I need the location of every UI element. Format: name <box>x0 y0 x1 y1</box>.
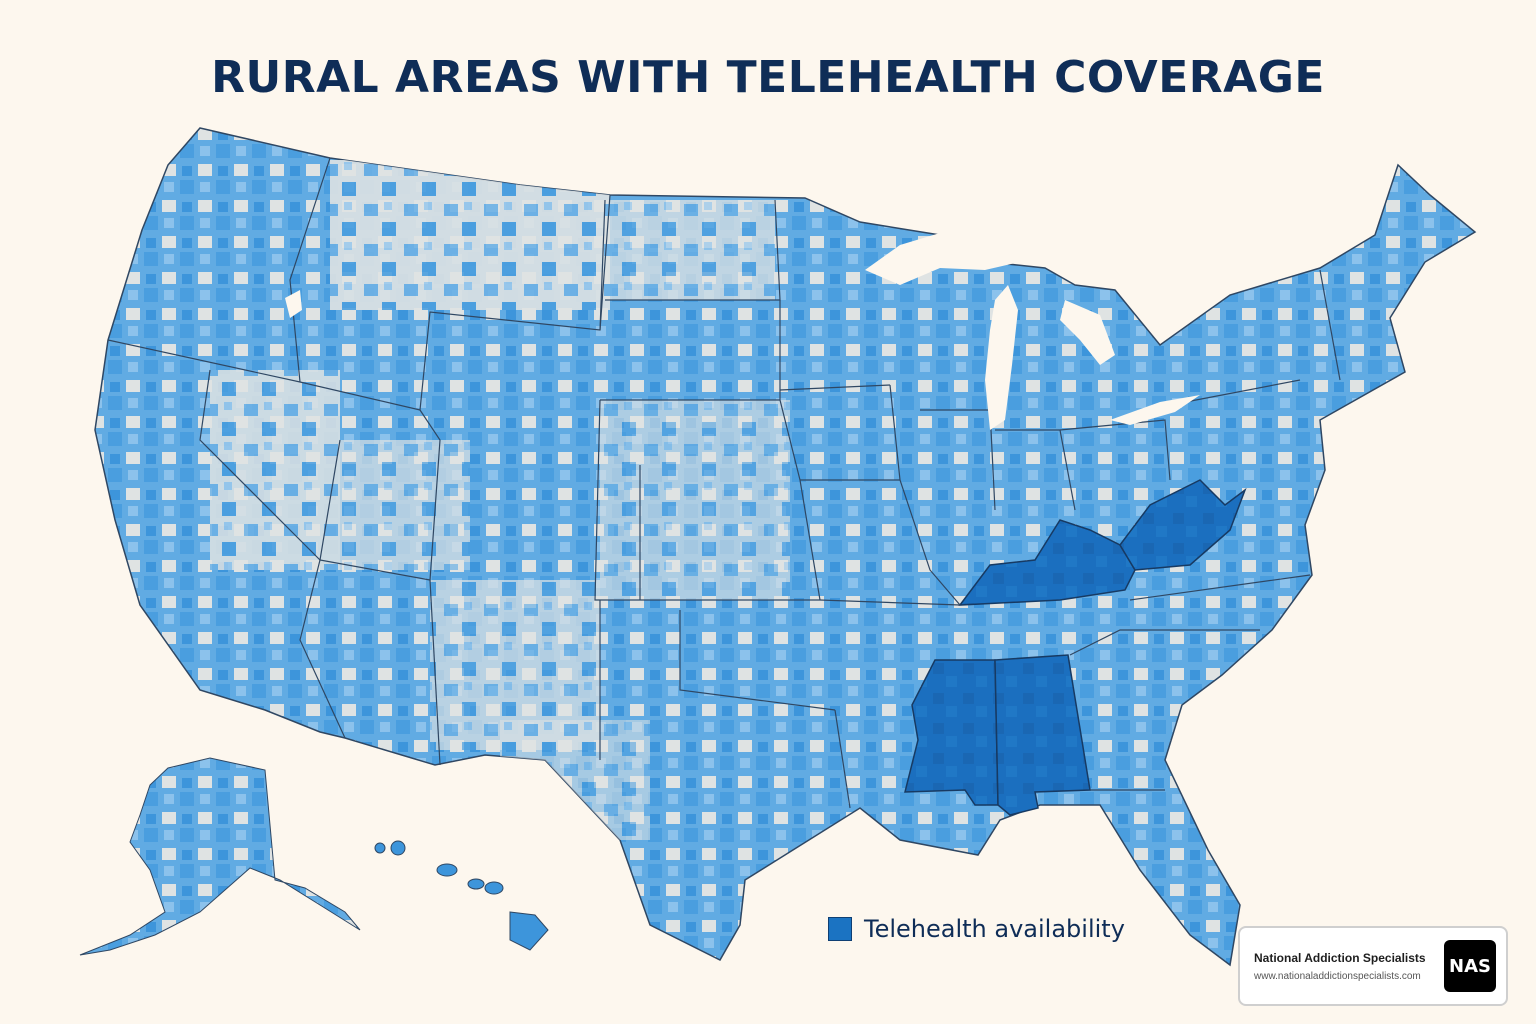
brand-name: National Addiction Specialists <box>1254 950 1426 965</box>
map-legend: Telehealth availability <box>828 915 1125 943</box>
brand-logo: NAS <box>1444 940 1496 992</box>
brand-url: www.nationaladdictionspecialists.com <box>1254 970 1421 982</box>
lake-michigan <box>985 285 1018 430</box>
hawaii-islands <box>374 840 549 951</box>
map-title: RURAL AREAS WITH TELEHEALTH COVERAGE <box>211 52 1325 103</box>
brand-card: National Addiction Specialists www.natio… <box>1238 926 1508 1006</box>
lake-erie <box>1110 395 1200 425</box>
great-salt-lake <box>285 290 302 318</box>
legend-swatch <box>828 917 852 941</box>
state-kentucky <box>958 519 1136 606</box>
alaska-landmass <box>79 757 361 956</box>
state-borders <box>107 157 1341 809</box>
lake-huron <box>1060 300 1115 365</box>
legend-label: Telehealth availability <box>864 915 1125 943</box>
lake-superior <box>865 230 1020 285</box>
state-west-virginia <box>1119 479 1247 571</box>
state-alabama <box>994 654 1091 816</box>
